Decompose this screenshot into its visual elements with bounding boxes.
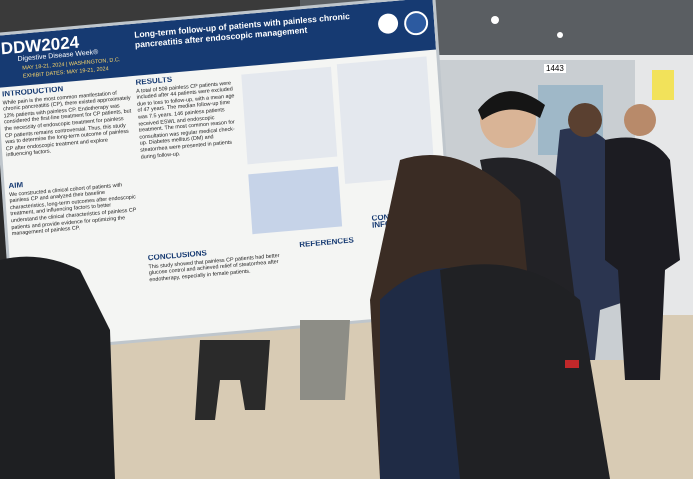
head — [568, 103, 602, 137]
backpack — [440, 264, 610, 479]
person-legs — [300, 320, 350, 400]
person-legs — [195, 340, 270, 420]
hair — [478, 91, 545, 120]
person — [605, 137, 680, 380]
board-number: 1443 — [544, 64, 566, 73]
logo-patch — [565, 360, 579, 368]
head — [624, 104, 656, 136]
backpack-left — [0, 256, 115, 479]
